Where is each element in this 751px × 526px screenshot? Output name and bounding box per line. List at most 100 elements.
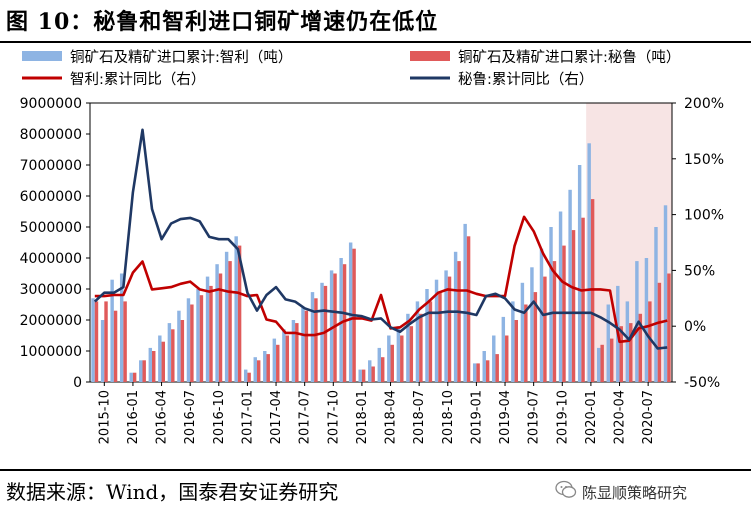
chart: 0 1000000 2000000 3000000 4000000 5000000 6000… <box>20 49 724 444</box>
bar-chile <box>387 335 391 382</box>
y-right-tick-label: -50% <box>684 375 720 391</box>
bar-chile <box>224 251 229 382</box>
y-right-tick-label: 150% <box>684 152 724 168</box>
bar-peru <box>657 282 662 382</box>
bar-chile <box>511 301 515 382</box>
x-tick-label: 2017-10 <box>326 390 341 444</box>
x-tick-label: 2019-10 <box>555 390 570 444</box>
wechat-icon <box>555 480 577 498</box>
bar-chile <box>301 307 305 382</box>
bar-peru <box>323 285 328 382</box>
bar-peru <box>409 326 414 382</box>
bar-peru <box>505 335 509 382</box>
bar-chile <box>243 369 248 382</box>
bar-chile <box>177 310 181 382</box>
y-left-tick-label: 1000000 <box>20 344 82 360</box>
bar-peru <box>447 276 452 382</box>
bar-chile <box>654 227 658 382</box>
bar-peru <box>276 344 280 382</box>
watermark: 陈显顺策略研究 <box>582 484 688 502</box>
bar-chile <box>119 273 124 382</box>
bar-chile <box>644 258 649 382</box>
bar-peru <box>190 304 194 382</box>
bar-chile <box>234 236 238 382</box>
bar-peru <box>629 323 633 382</box>
bar-peru <box>571 230 576 382</box>
bar-chile <box>472 363 477 382</box>
bar-peru <box>438 292 442 382</box>
y-left-tick-label: 0 <box>73 375 82 391</box>
x-tick-label: 2016-10 <box>212 390 227 444</box>
x-tick-label: 2019-04 <box>498 390 513 444</box>
bar-peru <box>371 366 375 382</box>
bar-peru <box>113 310 118 382</box>
bar-peru <box>123 301 127 382</box>
bar-peru <box>514 320 519 382</box>
bar-chile <box>539 248 544 382</box>
bar-chile <box>406 313 410 382</box>
bar-peru <box>495 354 499 382</box>
bar-chile <box>167 323 172 382</box>
bar-peru <box>152 351 156 382</box>
x-tick-label: 2018-04 <box>384 390 399 444</box>
y-left-tick-label: 3000000 <box>20 282 82 298</box>
bar-peru <box>419 313 423 382</box>
bar-chile <box>501 316 506 382</box>
bar-peru <box>161 341 165 382</box>
x-tick-label: 2018-07 <box>412 390 427 444</box>
y-left-tick-label: 7000000 <box>20 158 82 174</box>
bar-chile <box>139 360 143 382</box>
source-note: 数据来源：Wind，国泰君安证券研究 <box>6 480 339 504</box>
bar-peru <box>533 292 538 382</box>
bar-peru <box>543 276 547 382</box>
bar-peru <box>237 245 242 382</box>
title-rule <box>0 41 751 43</box>
bar-chile <box>558 211 563 382</box>
bar-chile <box>597 347 601 382</box>
bar-chile <box>549 227 553 382</box>
bar-peru <box>104 301 108 382</box>
bar-chile <box>425 289 429 382</box>
bar-chile <box>205 276 210 382</box>
y-left-tick-label: 8000000 <box>20 127 82 143</box>
y-left-tick-label: 2000000 <box>20 313 82 329</box>
bar-chile <box>310 292 315 382</box>
bar-chile <box>663 205 668 382</box>
bar-peru <box>648 301 652 382</box>
x-tick-label: 2015-10 <box>97 390 112 444</box>
bar-peru <box>476 363 480 382</box>
bar-peru <box>466 236 471 382</box>
y-left-tick-label: 4000000 <box>20 251 82 267</box>
x-tick-label: 2018-01 <box>355 390 370 444</box>
bar-chile <box>463 223 467 382</box>
bar-chile <box>282 329 286 382</box>
bar-peru <box>619 326 623 382</box>
bar-chile <box>492 335 496 382</box>
bar-peru <box>485 360 490 382</box>
bar-peru <box>361 369 366 382</box>
bar-peru <box>171 329 175 382</box>
figure-title: 图 10：秘鲁和智利进口铜矿增速仍在低位 <box>6 9 439 35</box>
bar-peru <box>381 357 385 382</box>
x-tick-label: 2016-07 <box>183 390 198 444</box>
bar-peru <box>142 360 146 382</box>
bar-peru <box>342 264 347 382</box>
bar-chile <box>110 279 114 382</box>
bar-peru <box>600 344 604 382</box>
y-left-tick-label: 5000000 <box>20 220 82 236</box>
legend-label: 铜矿石及精矿进口累计:智利（吨） <box>70 49 292 66</box>
bar-peru <box>428 301 433 382</box>
bar-peru <box>667 273 671 382</box>
x-tick-label: 2016-04 <box>155 390 170 444</box>
legend-swatch <box>410 51 450 61</box>
bar-chile <box>577 165 582 382</box>
bar-chile <box>444 270 448 382</box>
bar-chile <box>215 264 219 382</box>
line-peru-yoy <box>93 128 668 350</box>
bar-peru <box>304 310 309 382</box>
bar-chile <box>263 351 267 382</box>
bar-chile <box>339 258 343 382</box>
bar-chile <box>635 261 639 382</box>
bar-peru <box>132 372 137 382</box>
bar-chile <box>587 143 591 382</box>
